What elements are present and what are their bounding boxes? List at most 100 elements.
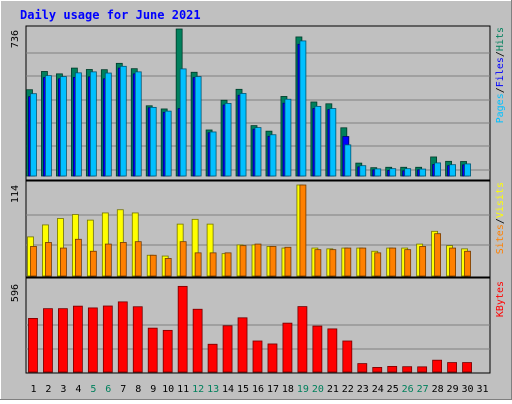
x-tick-label-day-27: 27	[417, 384, 429, 395]
bar-pages-day-4	[74, 72, 82, 177]
panel-visits-legend: Sites/Visits	[495, 182, 506, 254]
bar-pages-day-12	[194, 76, 202, 177]
bar-sites-day-16	[254, 243, 262, 277]
x-tick-label-day-30: 30	[462, 384, 474, 395]
x-tick-label-day-22: 22	[342, 384, 354, 395]
x-tick-label-day-15: 15	[237, 384, 249, 395]
bar-kbytes-day-21	[327, 328, 338, 373]
bar-kbytes-day-3	[58, 308, 68, 373]
x-tick-label-day-6: 6	[105, 384, 111, 395]
bar-sites-day-11	[179, 241, 187, 277]
bar-pages-day-30	[464, 163, 471, 177]
x-tick-label-day-21: 21	[327, 384, 339, 395]
bar-kbytes-day-15	[237, 317, 248, 373]
x-tick-label-day-3: 3	[60, 384, 66, 395]
x-tick-label-day-17: 17	[267, 384, 279, 395]
bar-sites-day-27	[419, 246, 427, 277]
legend-entry-sites: Sites	[495, 224, 506, 254]
bar-kbytes-day-8	[132, 306, 143, 373]
bar-kbytes-day-5	[87, 307, 98, 373]
bar-kbytes-day-7	[117, 301, 128, 373]
legend-entry-visits: Visits	[495, 182, 506, 218]
bar-pages-day-27	[419, 168, 427, 177]
bar-kbytes-day-2	[43, 308, 53, 373]
panel-hits-ymax-label: 736	[10, 30, 21, 48]
legend-entry-pages: Pages	[495, 93, 506, 123]
bar-sites-day-12	[194, 252, 202, 277]
bar-kbytes-day-6	[102, 305, 113, 373]
bar-pages-day-11	[179, 68, 187, 177]
bar-sites-day-21	[329, 249, 337, 277]
bar-kbytes-day-29	[447, 362, 457, 373]
x-tick-label-day-10: 10	[162, 384, 174, 395]
bar-kbytes-day-11	[177, 285, 188, 373]
bar-kbytes-day-24	[372, 367, 383, 373]
legend-entry-kbytes: KBytes	[495, 281, 506, 317]
x-tick-label-day-1: 1	[30, 384, 36, 395]
x-tick-label-day-12: 12	[192, 384, 204, 395]
legend-entry-separator: /	[495, 51, 506, 57]
panel-kbytes-ymax-label: 596	[10, 284, 21, 302]
bar-sites-day-29	[449, 247, 456, 277]
bar-pages-day-10	[164, 110, 172, 177]
bar-pages-day-1	[30, 93, 37, 177]
bar-sites-day-1	[30, 246, 37, 277]
bar-sites-day-5	[89, 250, 97, 277]
x-tick-label-day-5: 5	[90, 384, 96, 395]
legend-entry-files: Files	[495, 57, 506, 87]
x-tick-label-day-26: 26	[402, 384, 414, 395]
bar-kbytes-day-14	[222, 325, 233, 373]
bar-kbytes-day-20	[312, 325, 323, 373]
x-tick-label-day-14: 14	[222, 384, 234, 395]
x-tick-label-day-7: 7	[120, 384, 126, 395]
bar-pages-day-25	[389, 168, 397, 177]
bar-kbytes-day-28	[432, 359, 443, 373]
x-tick-label-day-31: 31	[476, 384, 488, 395]
bar-pages-day-13	[209, 131, 217, 177]
x-tick-label-day-20: 20	[312, 384, 324, 395]
bar-kbytes-day-9	[147, 327, 158, 373]
bar-kbytes-day-25	[387, 365, 398, 373]
bar-kbytes-day-27	[417, 366, 428, 373]
x-tick-label-day-2: 2	[45, 384, 51, 395]
bar-kbytes-day-16	[252, 340, 263, 373]
x-tick-label-day-28: 28	[432, 384, 444, 395]
bar-kbytes-day-30	[462, 362, 472, 373]
bar-pages-day-20	[314, 105, 322, 177]
bar-sites-day-4	[74, 238, 82, 277]
x-tick-label-day-25: 25	[387, 384, 399, 395]
bar-sites-day-24	[374, 252, 382, 277]
bar-sites-day-26	[404, 249, 412, 277]
bar-sites-day-15	[239, 245, 247, 277]
panel-visits-ymax-label: 114	[10, 185, 21, 203]
bar-pages-day-8	[134, 71, 142, 177]
bar-kbytes-day-23	[357, 363, 368, 373]
bar-pages-day-26	[404, 168, 412, 177]
x-tick-label-day-9: 9	[150, 384, 156, 395]
bar-pages-day-24	[374, 168, 382, 177]
bar-pages-day-5	[89, 71, 97, 177]
bar-sites-day-30	[464, 250, 471, 277]
bar-pages-day-2	[45, 75, 52, 177]
x-tick-label-day-11: 11	[177, 384, 189, 395]
bar-kbytes-day-26	[402, 366, 413, 373]
x-tick-label-day-4: 4	[75, 384, 81, 395]
bar-sites-day-25	[389, 247, 397, 277]
bar-kbytes-day-10	[162, 329, 173, 373]
legend-entry-hits: Hits	[495, 27, 506, 51]
bar-kbytes-day-1	[28, 318, 38, 373]
bar-sites-day-28	[434, 233, 442, 277]
bar-pages-day-29	[449, 164, 456, 177]
bar-pages-day-18	[284, 98, 292, 177]
bar-sites-day-7	[119, 242, 127, 277]
bar-sites-day-13	[209, 252, 217, 277]
bar-pages-day-9	[149, 106, 157, 177]
bar-kbytes-day-12	[192, 308, 203, 373]
x-tick-label-day-16: 16	[252, 384, 264, 395]
bar-sites-day-8	[134, 241, 142, 277]
bar-pages-day-7	[119, 65, 127, 177]
bar-sites-day-6	[104, 243, 112, 277]
